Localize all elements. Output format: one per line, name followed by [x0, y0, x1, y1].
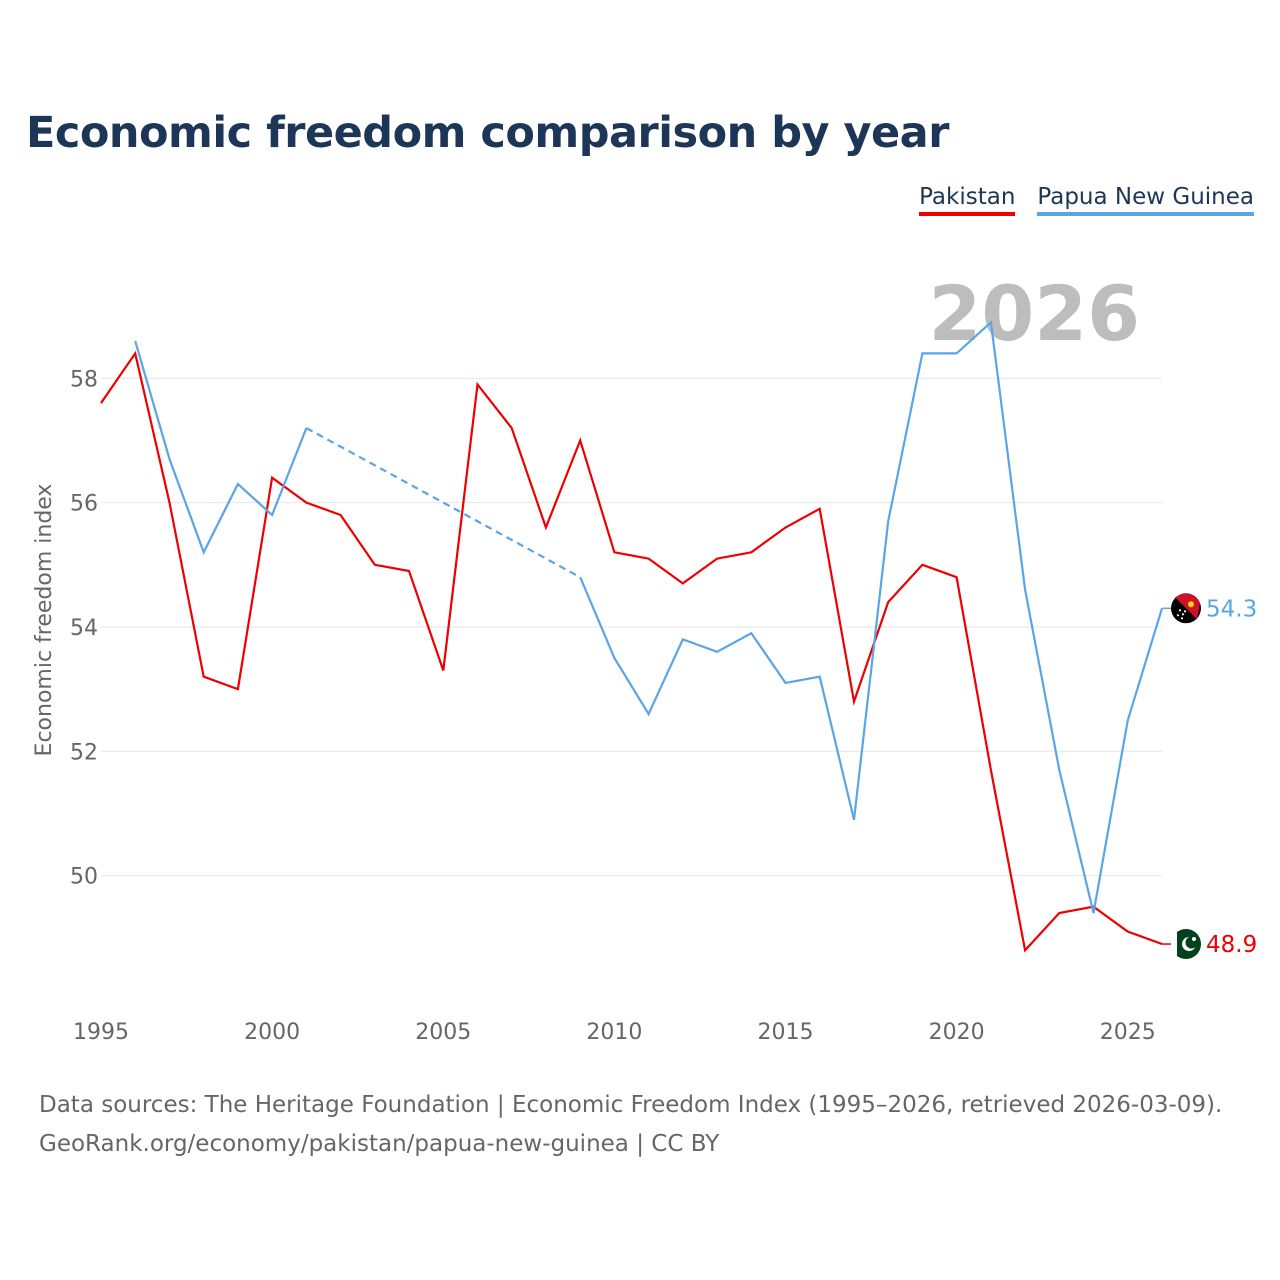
series-line-papua-new-guinea-gap	[305, 427, 581, 579]
series-line-pakistan	[100, 350, 1163, 953]
flag-star	[1181, 613, 1185, 616]
flag-bird	[1188, 601, 1194, 608]
y-tick-label: 54	[70, 616, 98, 641]
x-tick-label: 2010	[586, 1020, 642, 1045]
flag-star	[1180, 617, 1184, 620]
end-value-label: 54.3	[1206, 596, 1257, 622]
y-tick-label: 52	[70, 740, 98, 765]
y-tick-label: 50	[70, 865, 98, 890]
x-tick-label: 2000	[244, 1020, 300, 1045]
flag-star	[1176, 614, 1180, 617]
footer: Data sources: The Heritage Foundation | …	[39, 1086, 1222, 1164]
data-source-note: Data sources: The Heritage Foundation | …	[39, 1092, 1223, 1118]
flag-red-half	[1175, 593, 1200, 620]
legend-item-pakistan[interactable]: Pakistan	[919, 184, 1016, 216]
chart-title: Economic freedom comparison by year	[26, 108, 949, 158]
legend-item-papua-new-guinea[interactable]: Papua New Guinea	[1037, 184, 1254, 216]
x-tick-label: 1995	[73, 1020, 129, 1045]
x-tick-label: 2015	[758, 1020, 814, 1045]
flag-star	[1192, 937, 1196, 942]
y-tick-label: 58	[70, 367, 98, 392]
y-tick-label: 56	[70, 492, 98, 517]
flag-star	[1178, 609, 1182, 612]
series-line-papua-new-guinea	[579, 320, 1164, 914]
flag-star	[1183, 610, 1187, 613]
x-tick-label: 2020	[929, 1020, 985, 1045]
attribution-link[interactable]: GeoRank.org/economy/pakistan/papua-new-g…	[39, 1131, 720, 1157]
series-line-papua-new-guinea	[134, 340, 308, 556]
flag-stripe	[1171, 929, 1177, 960]
year-watermark: 2026	[928, 269, 1140, 358]
x-tick-label: 2005	[415, 1020, 471, 1045]
x-tick-label: 2025	[1100, 1020, 1156, 1045]
y-axis-label: Economic freedom index	[32, 484, 57, 757]
end-value-label: 48.9	[1206, 932, 1257, 958]
legend: Pakistan Papua New Guinea	[919, 184, 1254, 216]
